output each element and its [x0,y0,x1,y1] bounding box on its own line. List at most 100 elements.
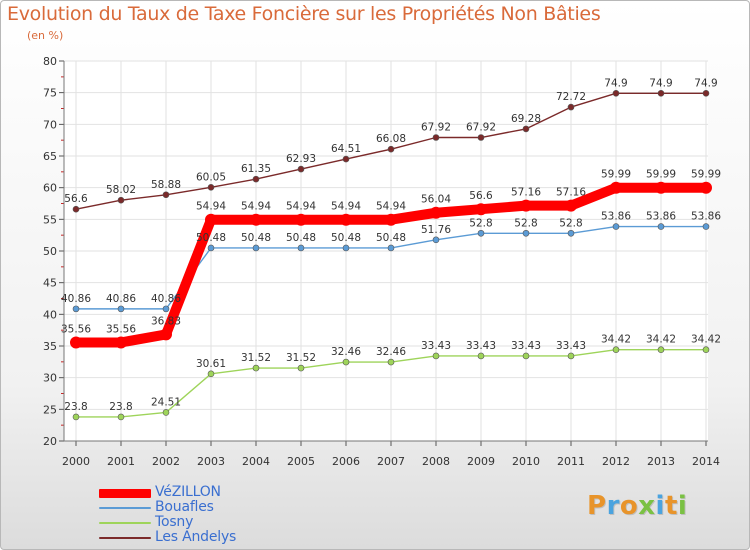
data-label: 33.43 [556,340,586,352]
x-tick-label: 2010 [512,455,540,468]
data-point [612,90,620,97]
data-label: 23.8 [109,401,132,413]
data-point [522,229,530,237]
data-point [115,336,127,349]
data-label: 52.8 [559,217,582,229]
data-label: 31.52 [286,352,316,364]
data-label: 36.83 [151,315,181,327]
y-tick-label: 75 [43,87,57,100]
data-label: 33.43 [466,340,496,352]
data-point [70,336,82,349]
chart-title: Evolution du Taux de Taxe Foncière sur l… [7,3,601,25]
y-tick-label: 55 [43,213,57,226]
x-tick-label: 2000 [62,455,90,468]
data-point [72,413,80,421]
data-point [297,364,305,372]
data-label: 58.02 [106,184,136,196]
data-point [297,244,305,252]
legend-swatch [99,507,151,509]
data-label: 60.05 [196,171,226,183]
data-point [565,199,577,212]
x-tick-label: 2014 [692,455,720,468]
logo-letter: t [664,491,678,521]
data-label: 32.46 [331,346,361,358]
x-tick-label: 2003 [197,455,225,468]
data-point [207,184,215,191]
data-point [432,352,440,360]
data-point [295,213,307,226]
data-point [702,346,710,353]
y-tick-label: 40 [43,308,57,321]
y-tick-label: 80 [43,55,57,68]
data-point [520,199,532,212]
data-point [610,181,622,194]
data-label: 53.86 [601,211,631,223]
data-label: 50.48 [286,232,316,244]
data-label: 34.42 [646,334,676,346]
legend-label: Tosny [155,514,194,530]
data-label: 50.48 [241,232,271,244]
data-point [387,244,395,252]
data-label: 62.93 [286,153,316,165]
x-tick-label: 2008 [422,455,450,468]
logo-letter: i [677,491,688,521]
series-vezillon [70,181,712,349]
data-point [162,305,170,313]
data-label: 50.48 [376,232,406,244]
data-label: 58.88 [151,179,181,191]
x-tick-label: 2005 [287,455,315,468]
y-tick-label: 45 [43,277,57,290]
legend-swatch [99,522,151,524]
data-label: 23.8 [64,401,87,413]
legend-swatch [99,537,151,539]
data-label: 59.99 [646,169,676,181]
y-tick-label: 60 [43,182,57,195]
data-label: 53.86 [646,211,676,223]
data-point [702,223,710,230]
x-tick-label: 2013 [647,455,675,468]
data-label: 31.52 [241,352,271,364]
data-label: 54.94 [376,201,406,213]
data-label: 35.56 [106,323,136,335]
data-label: 74.9 [694,77,717,89]
data-point [252,244,260,252]
legend-label: Bouafles [155,499,214,515]
data-point [72,305,80,313]
data-point [387,145,395,153]
data-label: 59.99 [691,169,721,181]
y-tick-label: 35 [43,340,57,353]
logo-letter: P [587,491,607,521]
y-tick-label: 50 [43,245,57,258]
data-point [252,364,260,372]
data-point [387,358,395,366]
data-label: 24.51 [151,396,181,408]
data-point [612,223,620,230]
x-tick-label: 2007 [377,455,405,468]
x-tick-label: 2012 [602,455,630,468]
data-label: 40.86 [151,293,181,305]
data-label: 57.16 [511,187,541,199]
x-tick-label: 2002 [152,455,180,468]
data-point [205,213,217,226]
data-point [252,175,260,183]
data-point [432,134,440,141]
data-label: 66.08 [376,133,406,145]
data-label: 67.92 [466,122,496,134]
y-tick-label: 25 [43,403,57,416]
data-label: 33.43 [511,340,541,352]
data-label: 35.56 [61,323,91,335]
data-point [475,203,487,216]
data-label: 32.46 [376,346,406,358]
data-label: 67.92 [421,122,451,134]
data-point [432,236,440,244]
data-point [342,244,350,252]
data-point [250,213,262,226]
x-tick-label: 2006 [332,455,360,468]
data-point [385,213,397,226]
data-label: 56.04 [421,194,451,206]
labels-tosny: 23.8 23.8 24.51 30.61 31.52 31.52 32.46 32.46 33… [64,334,721,413]
data-label: 34.42 [601,334,631,346]
data-label: 74.9 [649,77,672,89]
